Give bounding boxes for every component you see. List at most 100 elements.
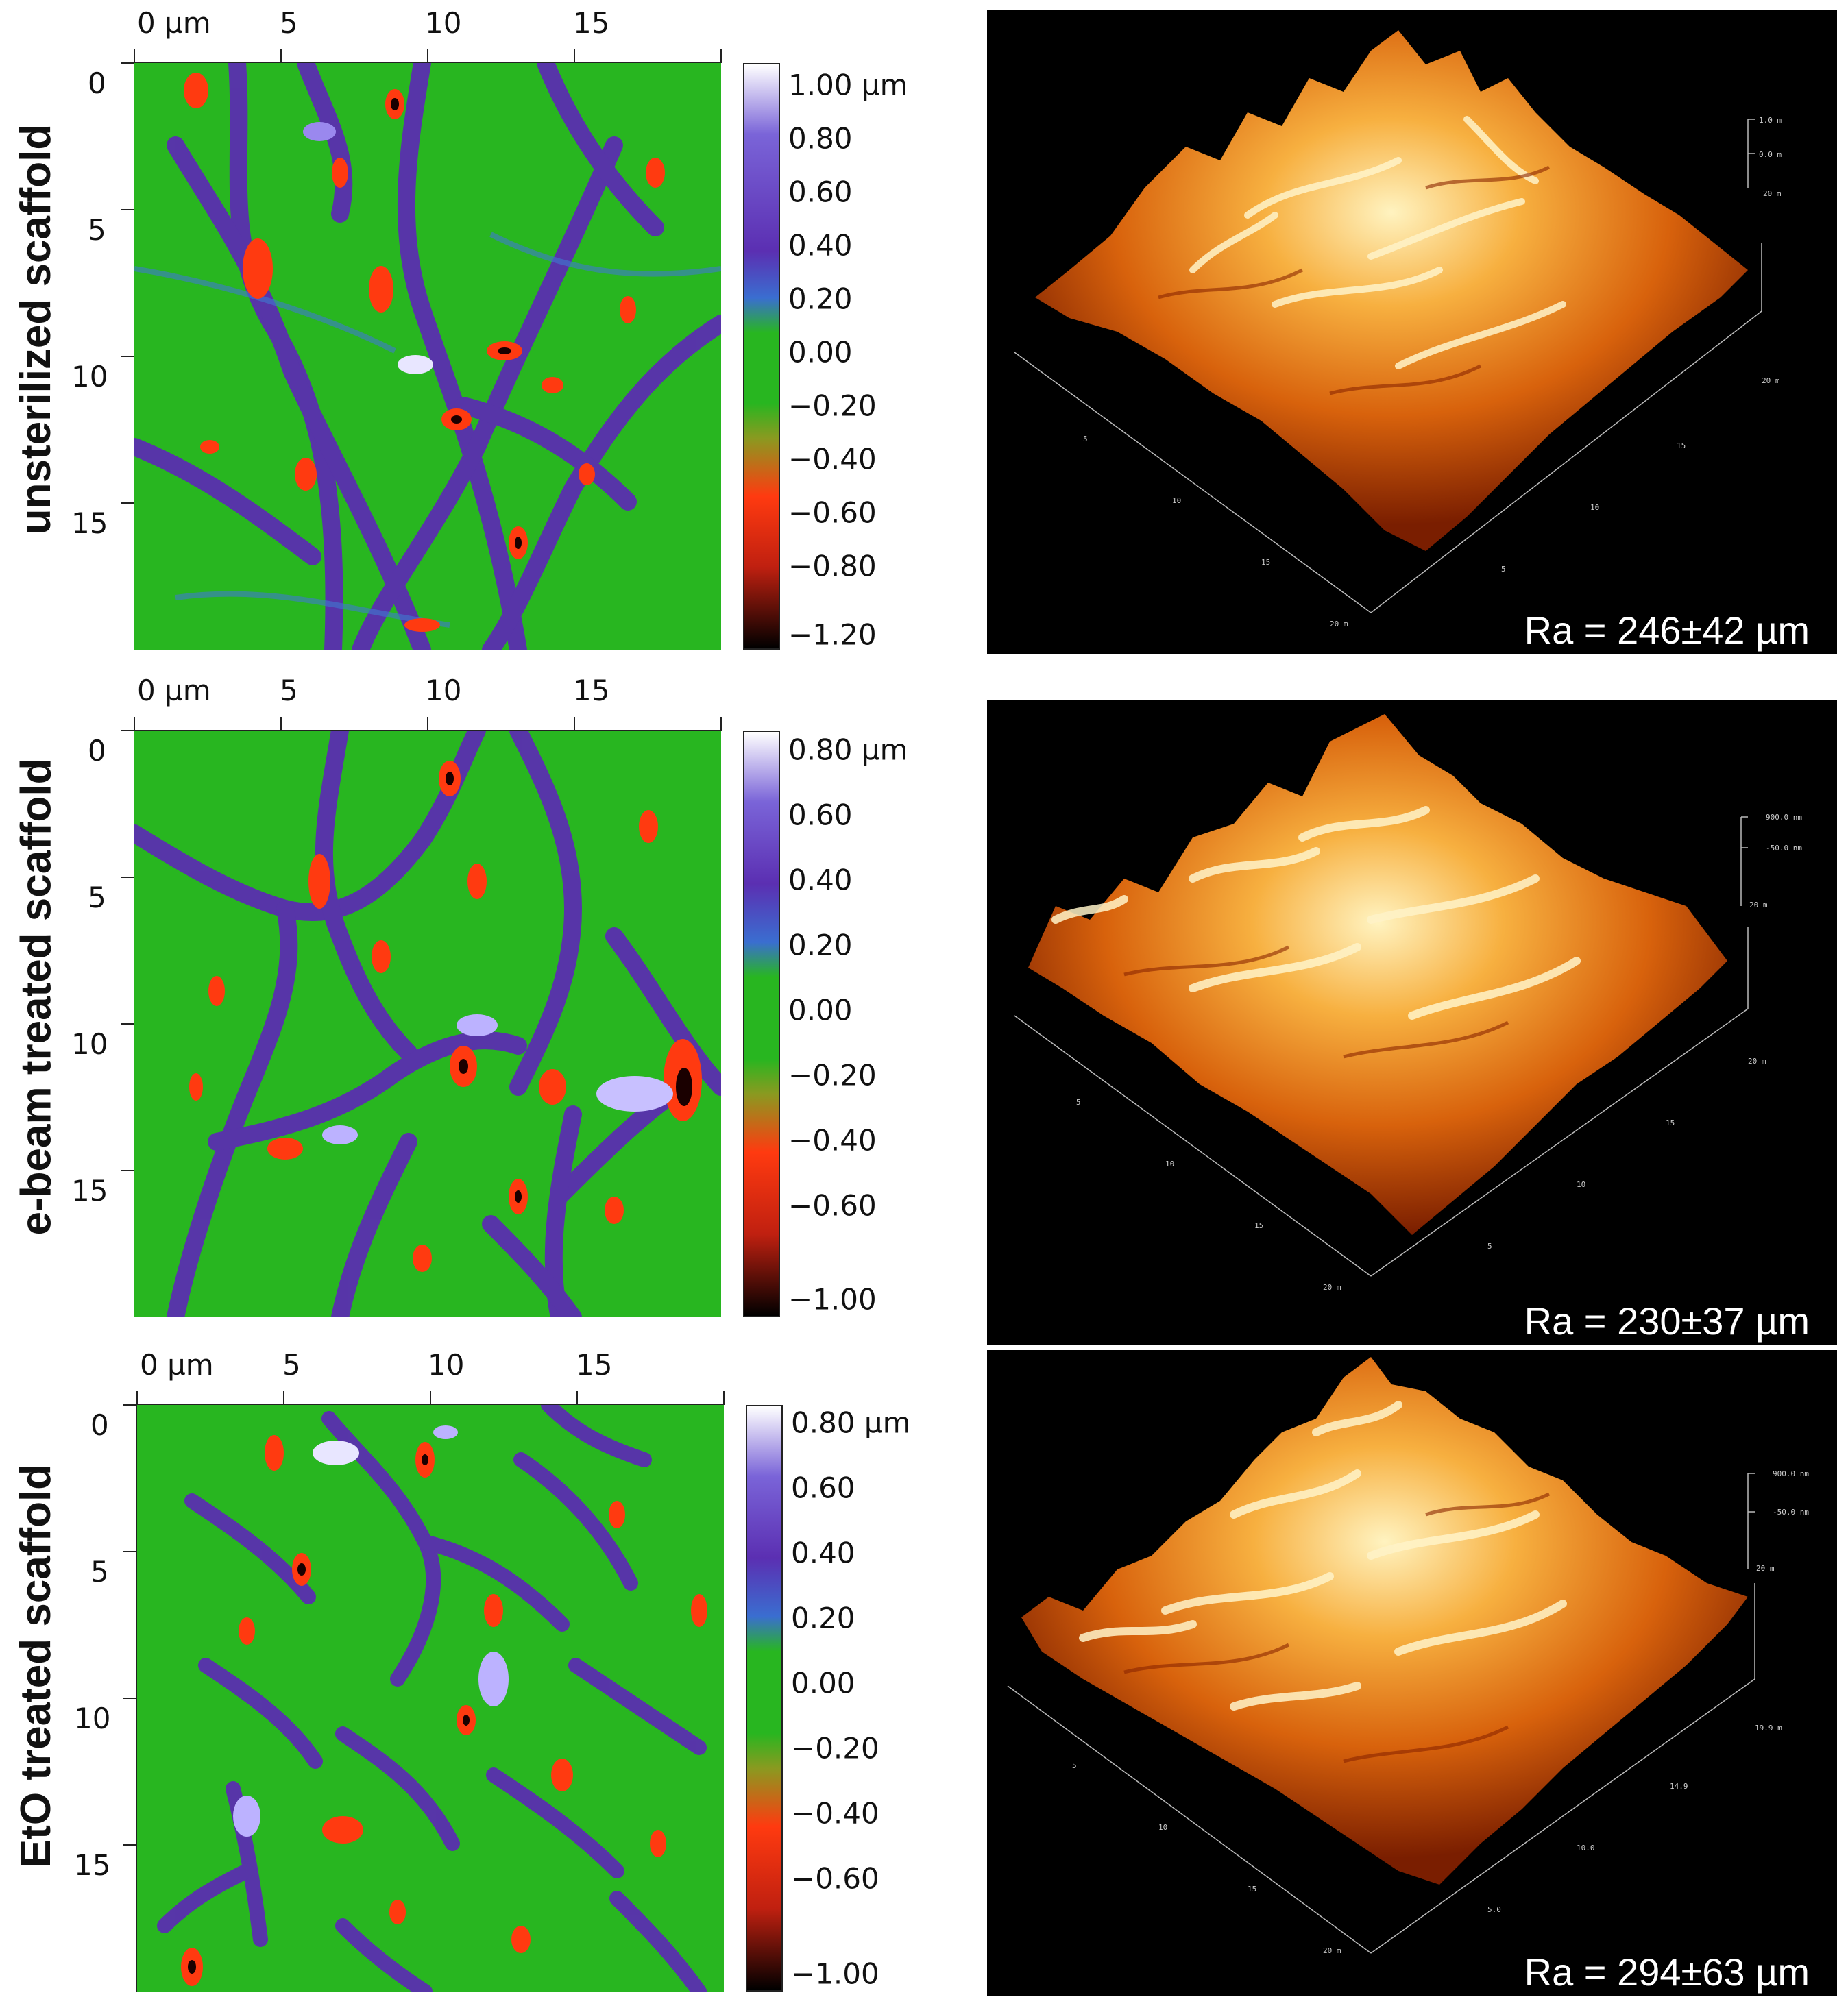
height-map-texture	[134, 63, 721, 650]
axis-3d-label: 15	[1261, 558, 1270, 567]
axis-3d-label: 19.9 m	[1755, 1724, 1782, 1732]
row-eto: EtO treated scaffold 0 µm 5 10 15 0 5 10…	[0, 1336, 1848, 1996]
map-axes: 0 µm 5 10 15 0 5 10 15	[74, 1348, 725, 1992]
colorbar-label: −0.40	[791, 1796, 879, 1831]
y-tick: 15	[74, 1848, 110, 1882]
colorbar-label: 0.60	[791, 1471, 855, 1505]
x-tick: 0 µm	[137, 6, 211, 40]
z-scale-label: 20 m	[1749, 901, 1768, 909]
x-tick: 0 µm	[137, 674, 211, 707]
axis-3d-label: 5	[1072, 1761, 1077, 1770]
axis-3d-label: 10	[1590, 503, 1599, 512]
y-tick: 0	[90, 1408, 109, 1442]
colorbar-label: −0.60	[791, 1861, 879, 1896]
axis-3d-label: 10.0	[1577, 1844, 1595, 1852]
y-tick: 5	[88, 213, 106, 247]
surface-3d-graphic: 1.0 m 0.0 m 20 m 5 10 15 20 m 15 10 5 20…	[1014, 30, 1782, 628]
z-scale-label: 20 m	[1756, 1564, 1775, 1573]
colorbar-label: 1.00 µm	[788, 68, 908, 102]
colorbar-label: −0.20	[788, 1058, 877, 1092]
roughness-value: Ra = 294±63 µm	[1524, 1950, 1810, 1994]
colorbar-label: 0.80 µm	[788, 733, 908, 767]
x-tick: 5	[280, 674, 298, 707]
z-scale-label: 0.0 m	[1759, 150, 1782, 159]
surface-3d-render: 900.0 nm -50.0 nm 20 m 5 10 15 20 m 14.9…	[987, 1350, 1837, 1996]
colorbar-labels: 0.80 µm 0.60 0.40 0.20 0.00 −0.20 −0.40 …	[788, 731, 980, 1334]
map-axes: 0 µm 5 10 15 0 5 10 15	[71, 6, 722, 650]
z-scale-label: 1.0 m	[1759, 116, 1782, 125]
y-tick: 10	[74, 1702, 110, 1735]
axis-3d-label: 15	[1248, 1885, 1256, 1894]
colorbar-label: 0.00	[788, 993, 853, 1027]
colorbar-label: −1.20	[788, 617, 877, 652]
y-tick: 10	[71, 360, 108, 393]
colorbar-label: 0.20	[788, 928, 853, 962]
colorbar-label: 0.60	[788, 798, 853, 832]
axis-3d-label: 20 m	[1323, 1946, 1341, 1955]
x-tick: 5	[282, 1348, 301, 1382]
colorbar-label: −0.60	[788, 495, 877, 530]
colorbar	[746, 1405, 783, 1992]
x-tick: 15	[573, 6, 609, 40]
colorbar	[743, 63, 780, 650]
colorbar-label: 0.60	[788, 175, 853, 209]
axis-3d-label: 20 m	[1330, 620, 1348, 628]
colorbar-label: 0.40	[788, 228, 853, 262]
x-tick: 0 µm	[140, 1348, 214, 1382]
colorbar-label: −0.20	[788, 389, 877, 423]
height-map	[134, 63, 721, 650]
colorbar-label: 0.20	[788, 282, 853, 316]
axis-3d-label: 5	[1083, 434, 1088, 443]
y-tick: 5	[90, 1555, 109, 1589]
surface-shape	[1028, 714, 1727, 1235]
colorbar-label: 0.80	[788, 121, 853, 156]
axis-3d-label: 10	[1158, 1823, 1167, 1832]
z-scale-label: 20 m	[1763, 189, 1782, 198]
colorbar-label: 0.40	[791, 1536, 855, 1570]
y-tick: 10	[71, 1027, 108, 1061]
axis-3d-label: 20 m	[1748, 1057, 1766, 1066]
axis-3d-label: 10	[1172, 496, 1181, 505]
axis-3d-label: 15	[1677, 441, 1686, 450]
y-tick: 15	[71, 506, 108, 540]
x-tick: 10	[425, 6, 461, 40]
row-unsterilized: unsterilized scaffold 0 µm 5 10 15 0 5 1…	[0, 0, 1848, 658]
axis-3d-label: 5	[1487, 1242, 1492, 1251]
colorbar-label: −1.00	[788, 1282, 877, 1317]
axis-3d-label: 20 m	[1762, 376, 1780, 385]
colorbar-label: 0.40	[788, 863, 853, 897]
colorbar	[743, 731, 780, 1317]
colorbar-label: 0.00	[788, 335, 853, 369]
colorbar-label: −0.80	[788, 549, 877, 583]
roughness-value: Ra = 230±37 µm	[1524, 1299, 1810, 1343]
colorbar-label: −1.00	[791, 1957, 879, 1991]
colorbar-label: −0.60	[788, 1188, 877, 1223]
height-map-texture	[134, 731, 721, 1317]
surface-3d-graphic: 900.0 nm -50.0 nm 20 m 5 10 15 20 m 14.9…	[1007, 1357, 1809, 1955]
x-tick: 10	[425, 674, 461, 707]
colorbar-label: −0.20	[791, 1731, 879, 1765]
height-map	[137, 1405, 724, 1992]
z-scale-label: -50.0 nm	[1773, 1508, 1809, 1517]
height-map-texture	[157, 1405, 707, 1992]
axis-3d-label: 20 m	[1323, 1283, 1341, 1292]
axis-3d-label: 5	[1501, 565, 1506, 574]
z-scale-label: 900.0 nm	[1766, 813, 1802, 822]
axis-3d-label: 15	[1254, 1221, 1263, 1230]
x-tick: 15	[573, 674, 609, 707]
x-tick: 5	[280, 6, 298, 40]
surface-3d-render: 1.0 m 0.0 m 20 m 5 10 15 20 m 15 10 5 20…	[987, 10, 1837, 654]
axis-3d-label: 10	[1165, 1160, 1174, 1168]
y-tick: 5	[88, 881, 106, 914]
axis-3d-label: 10	[1577, 1180, 1585, 1189]
colorbar-label: 0.00	[791, 1666, 855, 1700]
colorbar-label: 0.80 µm	[791, 1406, 911, 1440]
y-tick: 0	[88, 66, 106, 100]
axis-3d-label: 15	[1666, 1118, 1675, 1127]
height-map	[134, 731, 721, 1317]
colorbar-label: 0.20	[791, 1601, 855, 1635]
row-ebeam: e-beam treated scaffold 0 µm 5 10 15 0 5…	[0, 668, 1848, 1345]
surface-shape	[1021, 1357, 1748, 1885]
x-tick: 10	[428, 1348, 464, 1382]
colorbar-label: −0.40	[788, 1123, 877, 1158]
